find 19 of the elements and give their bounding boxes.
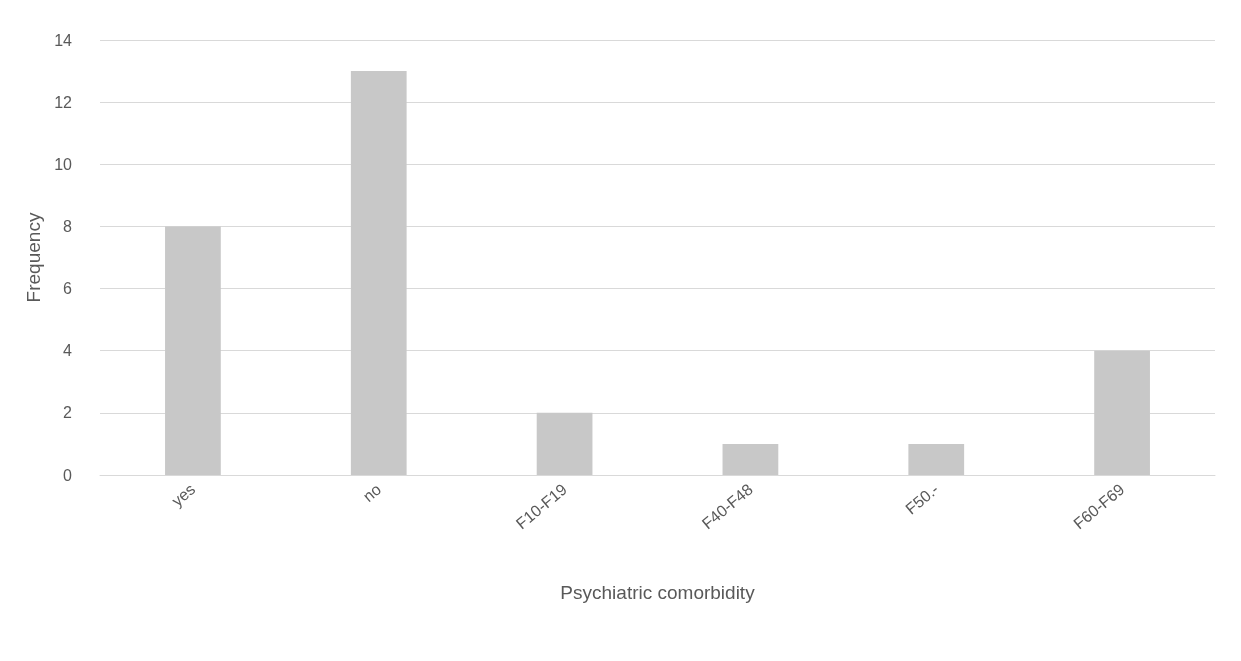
x-tick-label: yes [168,480,199,510]
y-tick-label: 14 [54,31,73,49]
y-tick-label: 4 [63,342,73,360]
x-tick-label: F50.- [902,480,942,518]
y-tick-label: 0 [63,466,73,484]
y-tick-label: 6 [63,280,73,298]
y-tick-label: 10 [54,155,73,173]
y-tick-label: 2 [63,404,73,422]
bar [722,443,779,475]
bar [1094,350,1150,475]
x-axis-title: Psychiatric comorbidity [560,582,756,603]
y-axis-title: Frequency [23,212,45,303]
bar [908,443,965,475]
y-tick-label: 12 [54,93,73,111]
y-tick-label: 8 [63,217,73,235]
x-tick-label: no [359,480,385,505]
bar [350,71,407,475]
bar [165,226,221,475]
bar [536,412,593,475]
